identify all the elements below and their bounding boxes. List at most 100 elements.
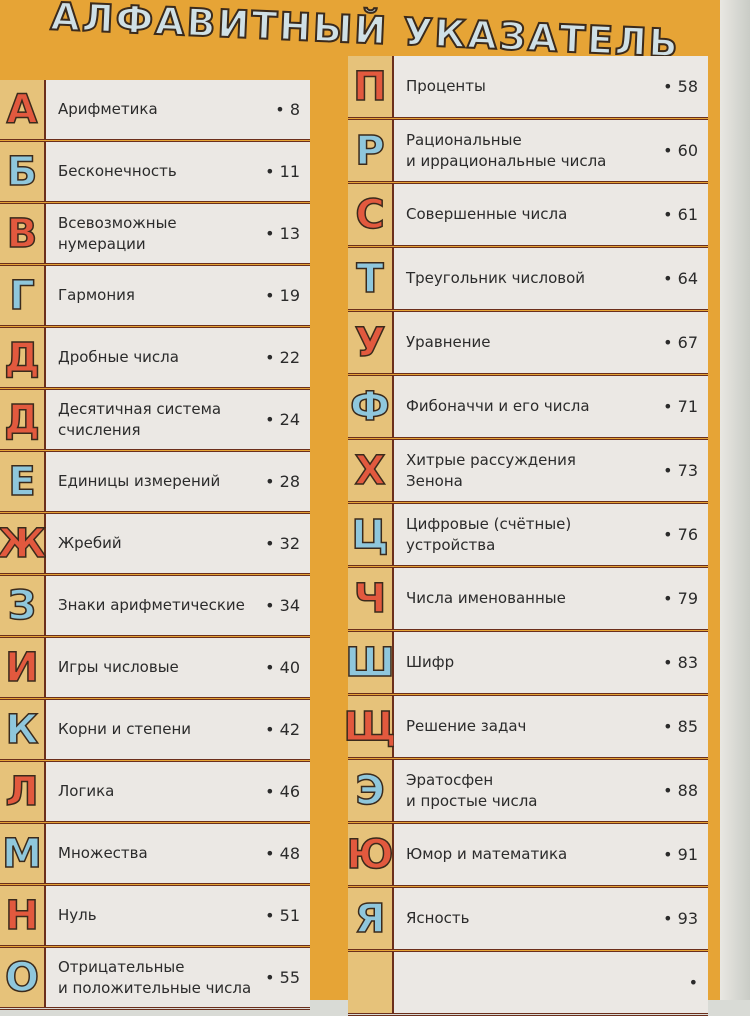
index-entry: У Уравнение 67 — [348, 312, 708, 376]
entry-cell: Логика 46 — [46, 762, 310, 821]
index-entry: Э Эратосфен и простые числа 88 — [348, 760, 708, 824]
entry-cell: Знаки арифметические 34 — [46, 576, 310, 635]
index-entry: Щ Решение задач 85 — [343, 696, 708, 760]
entry-page: 73 — [663, 461, 698, 480]
index-entry: Б Бесконечность 11 — [0, 142, 310, 204]
entry-cell: Решение задач 85 — [394, 696, 708, 757]
entry-topic: Треугольник числовой — [406, 269, 586, 287]
entry-page: 55 — [265, 968, 300, 987]
decorative-letter: Ш — [345, 632, 395, 693]
index-entry: А Арифметика 8 — [0, 80, 310, 142]
index-entry: Я Ясность 93 — [348, 888, 708, 952]
entry-topic: Хитрые рассуждения Зенона — [406, 450, 576, 490]
entry-cell: Дробные числа 22 — [46, 328, 310, 387]
entry-cell: Уравнение 67 — [394, 312, 708, 373]
entry-page: 22 — [265, 348, 300, 367]
entry-topic: Числа именованные — [406, 589, 566, 607]
entry-topic: Десятичная система счисления — [58, 399, 222, 439]
index-entry: М Множества 48 — [0, 824, 310, 886]
index-entry: Ц Цифровые (счётные) устройства 76 — [348, 504, 708, 568]
index-entry: Т Треугольник числовой 64 — [348, 248, 708, 312]
entry-topic: Множества — [58, 844, 148, 862]
decorative-letter: Д — [0, 390, 46, 449]
entry-cell: Цифровые (счётные) устройства 76 — [394, 504, 708, 565]
entry-page — [689, 973, 698, 992]
entry-topic: Ясность — [406, 909, 470, 927]
entry-cell: Корни и степени 42 — [46, 700, 310, 759]
entry-cell: Единицы измерений 28 — [46, 452, 310, 511]
entry-cell: Проценты 58 — [394, 56, 708, 117]
decorative-letter: Е — [0, 452, 46, 511]
index-entry: Ж Жребий 32 — [0, 514, 310, 576]
entry-page: 71 — [663, 397, 698, 416]
entry-cell: Шифр 83 — [394, 632, 708, 693]
entry-topic: Совершенные числа — [406, 205, 568, 223]
entry-page: 85 — [663, 717, 698, 736]
entry-cell: Треугольник числовой 64 — [394, 248, 708, 309]
entry-cell: Нуль 51 — [46, 886, 310, 945]
entry-topic: Дробные числа — [58, 348, 179, 366]
entry-page: 93 — [663, 909, 698, 928]
entry-topic: Эратосфен и простые числа — [406, 770, 538, 810]
entry-topic: Всевозможные нумерации — [58, 213, 177, 253]
decorative-letter: П — [348, 56, 394, 117]
entry-page: 8 — [275, 100, 300, 119]
decorative-letter: Ч — [348, 568, 394, 629]
index-entry: Р Рациональные и иррациональные числа 60 — [348, 120, 708, 184]
index-entry: З Знаки арифметические 34 — [0, 576, 310, 638]
entry-page: 42 — [265, 720, 300, 739]
index-entry: В Всевозможные нумерации 13 — [0, 204, 310, 266]
index-entry: Е Единицы измерений 28 — [0, 452, 310, 514]
empty-entry — [348, 952, 708, 1016]
entry-page: 34 — [265, 596, 300, 615]
entry-cell — [394, 952, 708, 1013]
index-entry: Ф Фибоначчи и его числа 71 — [348, 376, 708, 440]
decorative-letter: М — [0, 824, 46, 883]
decorative-letter: У — [348, 312, 394, 373]
entry-cell: Юмор и математика 91 — [394, 824, 708, 885]
index-entry: Ч Числа именованные 79 — [348, 568, 708, 632]
entry-topic: Знаки арифметические — [58, 596, 245, 614]
decorative-letter: Ж — [0, 514, 47, 573]
entry-topic: Шифр — [406, 653, 455, 671]
decorative-letter: Я — [348, 888, 394, 949]
decorative-letter: Ф — [348, 376, 394, 437]
page-edge — [720, 0, 750, 1000]
entry-topic: Проценты — [406, 77, 486, 95]
entry-topic: Логика — [58, 782, 115, 800]
entry-topic: Гармония — [58, 286, 135, 304]
entry-cell: Совершенные числа 61 — [394, 184, 708, 245]
entry-topic: Цифровые (счётные) устройства — [406, 514, 572, 554]
decorative-letter: Н — [0, 886, 46, 945]
entry-cell: Всевозможные нумерации 13 — [46, 204, 310, 263]
decorative-letter: Д — [0, 328, 46, 387]
entry-page: 64 — [663, 269, 698, 288]
entry-page: 91 — [663, 845, 698, 864]
index-column-left: А Арифметика 8 Б Бесконечность 11 В Всев… — [0, 80, 310, 1010]
index-entry: Н Нуль 51 — [0, 886, 310, 948]
entry-page: 61 — [663, 205, 698, 224]
decorative-letter: В — [0, 204, 46, 263]
entry-topic: Жребий — [58, 534, 122, 552]
decorative-letter: Л — [0, 762, 46, 821]
entry-topic: Решение задач — [406, 717, 527, 735]
decorative-letter: З — [0, 576, 46, 635]
entry-page: 48 — [265, 844, 300, 863]
entry-cell: Жребий 32 — [46, 514, 310, 573]
decorative-letter: О — [0, 948, 46, 1007]
entry-topic: Корни и степени — [58, 720, 191, 738]
entry-cell: Рациональные и иррациональные числа 60 — [394, 120, 708, 181]
entry-page: 13 — [265, 224, 300, 243]
entry-topic: Нуль — [58, 906, 97, 924]
entry-cell: Ясность 93 — [394, 888, 708, 949]
index-entry: Д Дробные числа 22 — [0, 328, 310, 390]
entry-cell: Гармония 19 — [46, 266, 310, 325]
entry-page: 83 — [663, 653, 698, 672]
index-entry: И Игры числовые 40 — [0, 638, 310, 700]
index-entry: К Корни и степени 42 — [0, 700, 310, 762]
entry-topic: Уравнение — [406, 333, 491, 351]
index-entry: Х Хитрые рассуждения Зенона 73 — [348, 440, 708, 504]
decorative-letter: Х — [348, 440, 394, 501]
entry-topic: Игры числовые — [58, 658, 179, 676]
index-entry: Л Логика 46 — [0, 762, 310, 824]
